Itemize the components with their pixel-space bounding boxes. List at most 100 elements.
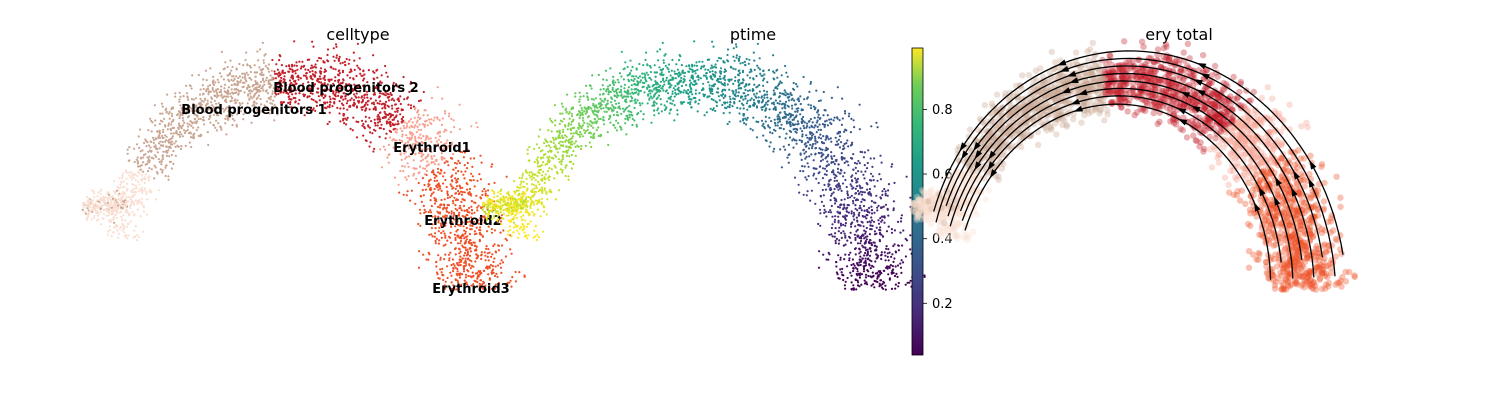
celltype-point xyxy=(488,266,491,269)
celltype-point xyxy=(93,214,96,217)
celltype-point xyxy=(453,196,456,199)
celltype-point xyxy=(449,251,452,254)
celltype-point xyxy=(274,88,277,92)
celltype-point xyxy=(185,84,188,87)
celltype-point xyxy=(459,239,463,243)
celltype-point xyxy=(428,253,431,256)
ptime-point xyxy=(650,121,653,124)
celltype-point xyxy=(143,176,146,179)
ptime-point xyxy=(702,74,706,77)
celltype-point xyxy=(215,96,218,99)
celltype-point xyxy=(264,107,268,110)
celltype-point xyxy=(114,192,117,195)
celltype-point xyxy=(107,214,110,217)
celltype-point xyxy=(302,93,305,96)
celltype-point xyxy=(487,225,490,228)
celltype-point xyxy=(314,83,317,86)
celltype-point xyxy=(181,113,184,116)
ptime-point xyxy=(905,239,909,242)
ptime-point xyxy=(853,126,856,129)
ptime-point xyxy=(540,201,543,204)
celltype-point xyxy=(486,252,489,255)
ptime-point xyxy=(850,288,853,291)
celltype-point xyxy=(226,117,229,121)
ptime-point xyxy=(906,281,909,284)
celltype-point xyxy=(478,228,481,231)
celltype-point xyxy=(464,215,467,218)
celltype-point xyxy=(424,188,427,191)
ptime-point xyxy=(542,170,545,173)
ptime-point xyxy=(840,236,843,239)
ptime-point xyxy=(678,59,681,62)
celltype-point xyxy=(263,80,266,83)
celltype-point xyxy=(458,185,462,188)
celltype-point xyxy=(269,102,272,105)
ptime-point xyxy=(796,123,799,126)
celltype-point xyxy=(144,138,147,141)
celltype-point xyxy=(478,173,481,176)
celltype-point xyxy=(493,274,497,278)
ptime-point xyxy=(561,105,564,108)
celltype-point xyxy=(112,218,115,221)
ptime-point xyxy=(596,111,600,114)
celltype-point xyxy=(484,259,487,262)
celltype-point xyxy=(376,115,379,118)
ptime-point xyxy=(734,79,737,82)
ptime-point xyxy=(735,45,738,48)
celltype-point xyxy=(220,93,223,96)
celltype-point xyxy=(303,64,306,67)
celltype-point xyxy=(230,69,233,72)
ptime-point xyxy=(642,113,645,116)
celltype-point xyxy=(323,82,326,85)
celltype-point xyxy=(393,99,396,102)
celltype-point xyxy=(287,92,290,95)
celltype-point xyxy=(453,233,456,236)
ptime-point xyxy=(871,165,874,168)
ptime-point xyxy=(742,98,745,101)
ptime-point xyxy=(607,143,610,147)
ptime-point xyxy=(860,283,863,286)
ptime-point xyxy=(609,121,612,124)
ptime-point xyxy=(884,190,887,193)
ptime-point xyxy=(696,110,699,113)
celltype-point xyxy=(153,104,156,107)
celltype-point xyxy=(252,88,255,91)
ptime-point xyxy=(861,257,864,260)
celltype-point xyxy=(262,59,265,62)
celltype-point xyxy=(415,167,418,170)
celltype-point xyxy=(294,69,297,72)
celltype-point xyxy=(342,98,345,101)
ptime-point xyxy=(864,276,868,279)
celltype-point xyxy=(161,154,164,157)
celltype-point xyxy=(380,123,383,126)
celltype-point xyxy=(321,88,324,91)
ptime-point xyxy=(870,125,873,128)
celltype-point xyxy=(473,157,476,160)
celltype-point xyxy=(408,120,411,123)
ptime-point xyxy=(534,224,537,227)
ptime-point xyxy=(524,219,527,222)
celltype-point xyxy=(153,164,156,167)
celltype-point xyxy=(387,93,390,96)
celltype-point xyxy=(209,107,212,110)
celltype-point xyxy=(455,185,459,188)
celltype-point xyxy=(227,92,230,95)
celltype-point xyxy=(191,122,194,125)
ptime-point xyxy=(820,200,824,203)
celltype-point xyxy=(423,183,426,187)
celltype-point xyxy=(253,101,256,104)
ptime-point xyxy=(848,259,851,262)
ptime-point xyxy=(739,62,742,65)
ptime-point xyxy=(739,87,743,90)
celltype-point xyxy=(115,212,119,215)
celltype-point xyxy=(259,48,262,51)
ptime-point xyxy=(597,73,600,77)
celltype-point xyxy=(442,207,445,210)
celltype-point xyxy=(210,101,213,104)
celltype-point xyxy=(466,214,469,217)
celltype-point xyxy=(206,131,209,134)
ptime-point xyxy=(677,92,680,95)
celltype-point xyxy=(355,120,358,123)
ptime-point xyxy=(854,204,857,207)
celltype-point xyxy=(362,134,365,137)
